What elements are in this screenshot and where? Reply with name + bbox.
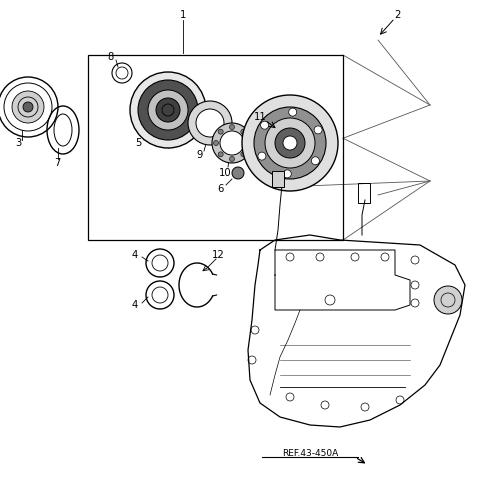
Circle shape [314, 126, 322, 134]
Circle shape [148, 90, 188, 130]
Circle shape [261, 121, 269, 129]
Circle shape [188, 101, 232, 145]
Circle shape [325, 295, 335, 305]
Circle shape [254, 107, 326, 179]
Text: REF.43-450A: REF.43-450A [282, 448, 338, 457]
Bar [358, 183, 370, 203]
Circle shape [411, 281, 419, 289]
Circle shape [196, 109, 224, 137]
Circle shape [275, 128, 305, 158]
Circle shape [258, 152, 266, 160]
Circle shape [229, 156, 235, 161]
Text: 9: 9 [197, 150, 203, 160]
Circle shape [312, 157, 319, 165]
Circle shape [138, 80, 198, 140]
Circle shape [241, 129, 246, 134]
Text: 12: 12 [212, 250, 224, 260]
Text: 8: 8 [107, 52, 113, 62]
Circle shape [283, 170, 291, 178]
Circle shape [242, 95, 338, 191]
Circle shape [381, 253, 389, 261]
Text: 4: 4 [132, 250, 138, 260]
Text: 7: 7 [54, 158, 60, 168]
Circle shape [286, 253, 294, 261]
Circle shape [316, 253, 324, 261]
Circle shape [245, 141, 251, 146]
Circle shape [218, 129, 223, 134]
Text: 10: 10 [219, 168, 231, 178]
Text: 1: 1 [180, 10, 186, 20]
Circle shape [434, 286, 462, 314]
Circle shape [241, 152, 246, 157]
Text: 6: 6 [217, 184, 223, 194]
Circle shape [288, 108, 297, 116]
Circle shape [220, 131, 244, 155]
Circle shape [218, 152, 223, 157]
Bar [272, 171, 284, 187]
Circle shape [156, 98, 180, 122]
Circle shape [229, 125, 235, 130]
Circle shape [212, 123, 252, 163]
Text: 11: 11 [253, 112, 266, 122]
Text: 3: 3 [15, 138, 21, 148]
Circle shape [12, 91, 44, 123]
Circle shape [130, 72, 206, 148]
Circle shape [351, 253, 359, 261]
Circle shape [283, 136, 297, 150]
Text: 4: 4 [132, 300, 138, 310]
Circle shape [23, 102, 33, 112]
Bar [88, 55, 343, 240]
Circle shape [411, 299, 419, 307]
Text: 2: 2 [394, 10, 400, 20]
Text: 5: 5 [135, 138, 141, 148]
Circle shape [232, 167, 244, 179]
Circle shape [265, 118, 315, 168]
Circle shape [411, 256, 419, 264]
Circle shape [214, 141, 218, 146]
